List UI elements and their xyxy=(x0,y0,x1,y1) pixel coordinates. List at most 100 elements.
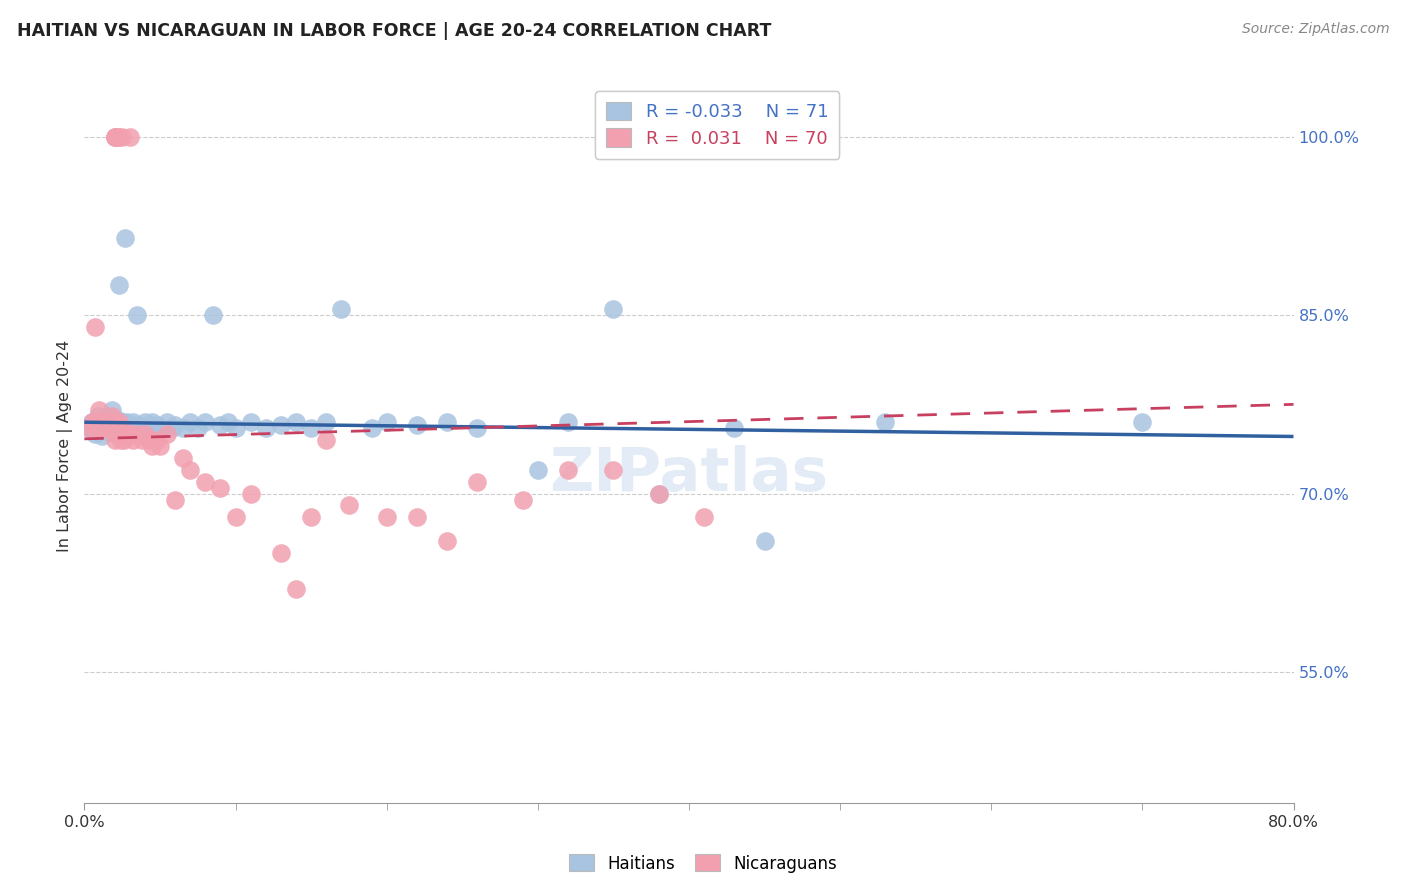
Point xyxy=(114,231,136,245)
Point xyxy=(160,421,183,435)
Point xyxy=(187,421,209,435)
Point xyxy=(84,427,107,442)
Point xyxy=(436,415,458,429)
Point xyxy=(90,415,112,429)
Point xyxy=(112,433,135,447)
Point xyxy=(100,415,122,429)
Point xyxy=(337,499,360,513)
Point xyxy=(270,546,292,560)
Point xyxy=(82,421,104,435)
Point xyxy=(239,415,262,429)
Point xyxy=(111,421,134,435)
Point xyxy=(375,415,398,429)
Point xyxy=(330,302,353,317)
Point xyxy=(172,450,194,465)
Point xyxy=(96,421,118,435)
Point xyxy=(91,421,114,435)
Point xyxy=(163,492,186,507)
Point xyxy=(98,415,121,429)
Point xyxy=(89,421,111,435)
Text: Source: ZipAtlas.com: Source: ZipAtlas.com xyxy=(1241,22,1389,37)
Point xyxy=(647,486,671,500)
Point xyxy=(375,510,398,524)
Point xyxy=(86,417,108,432)
Point xyxy=(97,425,120,439)
Point xyxy=(217,415,239,429)
Point xyxy=(101,421,124,435)
Point xyxy=(104,415,127,429)
Point xyxy=(122,421,145,435)
Point xyxy=(118,417,141,432)
Point xyxy=(104,129,127,144)
Point xyxy=(146,433,169,447)
Legend: Haitians, Nicaraguans: Haitians, Nicaraguans xyxy=(562,847,844,880)
Point xyxy=(118,427,141,442)
Point xyxy=(172,421,194,435)
Point xyxy=(107,413,129,427)
Point xyxy=(111,415,134,429)
Point xyxy=(87,421,110,435)
Point xyxy=(146,417,169,432)
Point xyxy=(315,415,337,429)
Point xyxy=(112,421,135,435)
Point xyxy=(299,510,322,524)
Point xyxy=(138,433,160,447)
Point xyxy=(94,415,117,429)
Point xyxy=(98,415,121,429)
Point xyxy=(467,475,489,489)
Point xyxy=(156,427,179,442)
Point xyxy=(127,308,149,322)
Point xyxy=(89,403,111,417)
Point xyxy=(97,421,120,435)
Point xyxy=(84,320,107,334)
Point xyxy=(754,534,776,549)
Point xyxy=(467,421,489,435)
Point xyxy=(284,415,308,429)
Point xyxy=(194,475,217,489)
Point xyxy=(107,421,129,435)
Text: HAITIAN VS NICARAGUAN IN LABOR FORCE | AGE 20-24 CORRELATION CHART: HAITIAN VS NICARAGUAN IN LABOR FORCE | A… xyxy=(17,22,772,40)
Point xyxy=(105,427,128,442)
Point xyxy=(104,129,127,144)
Point xyxy=(225,421,247,435)
Point xyxy=(131,421,153,435)
Point xyxy=(284,582,308,596)
Point xyxy=(94,417,117,432)
Point xyxy=(179,463,201,477)
Point xyxy=(526,463,548,477)
Point xyxy=(89,415,111,429)
Point xyxy=(93,413,115,427)
Point xyxy=(602,302,624,317)
Point xyxy=(136,421,159,435)
Point xyxy=(100,409,122,424)
Point xyxy=(105,415,128,429)
Point xyxy=(127,427,149,442)
Point xyxy=(110,433,132,447)
Point xyxy=(110,417,132,432)
Point xyxy=(406,510,429,524)
Point xyxy=(131,433,153,447)
Point xyxy=(875,415,897,429)
Point xyxy=(163,417,186,432)
Point xyxy=(108,415,131,429)
Point xyxy=(693,510,716,524)
Point xyxy=(87,409,110,424)
Point xyxy=(239,486,262,500)
Point xyxy=(156,415,179,429)
Point xyxy=(89,425,111,439)
Point xyxy=(254,421,277,435)
Point xyxy=(96,421,118,435)
Text: ZIPatlas: ZIPatlas xyxy=(550,445,828,504)
Point xyxy=(1130,415,1153,429)
Point xyxy=(107,129,129,144)
Point xyxy=(93,421,115,435)
Point xyxy=(149,421,172,435)
Point xyxy=(100,403,122,417)
Point xyxy=(90,421,112,435)
Point xyxy=(209,481,232,495)
Point xyxy=(96,415,118,429)
Point xyxy=(104,417,127,432)
Point xyxy=(77,421,100,435)
Point xyxy=(647,486,671,500)
Point xyxy=(77,421,100,435)
